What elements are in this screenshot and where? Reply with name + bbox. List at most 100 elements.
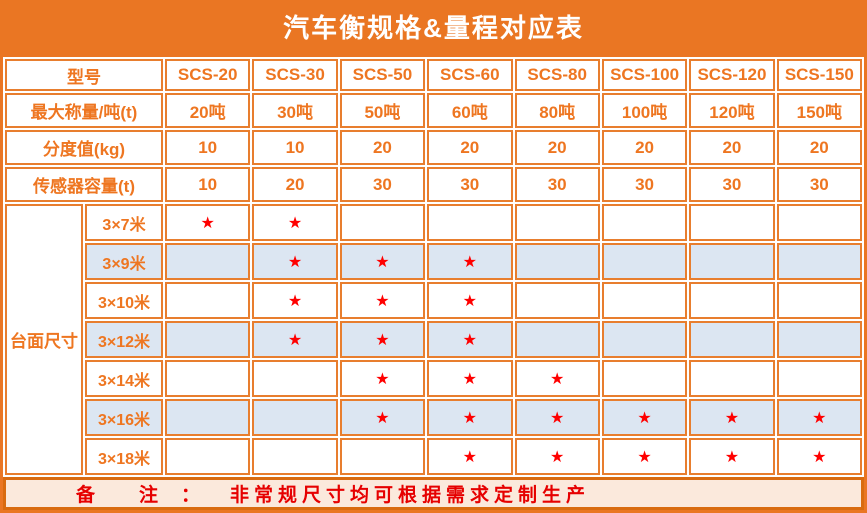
value-cell: 10: [165, 130, 251, 165]
star-cell: [339, 204, 426, 241]
star-cell: [689, 360, 775, 397]
star-cell: [252, 438, 338, 475]
value-cell: 30: [427, 167, 513, 202]
value-cell: 20: [601, 130, 688, 165]
star-cell: [514, 204, 600, 241]
star-cell: ★: [339, 282, 426, 319]
value-cell: 30: [776, 167, 862, 202]
star-cell: ★: [252, 321, 338, 358]
star-cell: ★: [165, 204, 251, 241]
value-cell: 30: [514, 167, 600, 202]
star-cell: ★: [514, 399, 600, 436]
sensor-capacity-row: 传感器容量(t) 10 20 30 30 30 30 30 30: [5, 167, 862, 202]
star-cell: ★: [427, 282, 513, 319]
size-label: 3×12米: [85, 321, 163, 358]
star-cell: ★: [252, 243, 338, 280]
star-cell: [165, 438, 251, 475]
spec-table: 型号 SCS-20 SCS-30 SCS-50 SCS-60 SCS-80 SC…: [3, 57, 864, 477]
value-cell: 60吨: [427, 93, 513, 128]
division-value-row: 分度值(kg) 10 10 20 20 20 20 20 20: [5, 130, 862, 165]
value-cell: 10: [165, 167, 251, 202]
star-cell: [776, 243, 862, 280]
platform-row-3x16: 3×16米 ★ ★ ★ ★ ★ ★: [5, 399, 862, 436]
platform-group-label: 台面尺寸: [5, 204, 83, 475]
star-cell: ★: [427, 438, 513, 475]
star-cell: [689, 282, 775, 319]
value-cell: 80吨: [514, 93, 600, 128]
size-label: 3×18米: [85, 438, 163, 475]
star-cell: [165, 243, 251, 280]
value-cell: 20: [776, 130, 862, 165]
star-cell: [339, 438, 426, 475]
platform-row-3x10: 3×10米 ★ ★ ★: [5, 282, 862, 319]
row-label: 最大称量/吨(t): [5, 93, 163, 128]
star-cell: ★: [514, 438, 600, 475]
star-cell: [165, 282, 251, 319]
star-cell: ★: [776, 399, 862, 436]
star-cell: ★: [339, 399, 426, 436]
value-cell: 100吨: [601, 93, 688, 128]
star-cell: [776, 282, 862, 319]
value-cell: 20: [252, 167, 338, 202]
value-cell: 20: [339, 130, 426, 165]
star-cell: [252, 360, 338, 397]
size-label: 3×14米: [85, 360, 163, 397]
platform-row-3x14: 3×14米 ★ ★ ★: [5, 360, 862, 397]
model-header-cell: SCS-80: [514, 59, 600, 91]
model-header-cell: SCS-100: [601, 59, 688, 91]
size-label: 3×9米: [85, 243, 163, 280]
size-label: 3×10米: [85, 282, 163, 319]
star-cell: ★: [339, 360, 426, 397]
size-label: 3×16米: [85, 399, 163, 436]
star-cell: ★: [601, 399, 688, 436]
star-cell: [514, 321, 600, 358]
model-header-cell: SCS-150: [776, 59, 862, 91]
star-cell: ★: [252, 282, 338, 319]
value-cell: 30: [689, 167, 775, 202]
star-cell: ★: [252, 204, 338, 241]
max-weighing-row: 最大称量/吨(t) 20吨 30吨 50吨 60吨 80吨 100吨 120吨 …: [5, 93, 862, 128]
star-cell: [776, 360, 862, 397]
model-header-row: 型号 SCS-20 SCS-30 SCS-50 SCS-60 SCS-80 SC…: [5, 59, 862, 91]
star-cell: [252, 399, 338, 436]
star-cell: [165, 360, 251, 397]
value-cell: 20吨: [165, 93, 251, 128]
star-cell: [165, 321, 251, 358]
value-cell: 50吨: [339, 93, 426, 128]
star-cell: [601, 243, 688, 280]
size-label: 3×7米: [85, 204, 163, 241]
star-cell: ★: [776, 438, 862, 475]
value-cell: 20: [689, 130, 775, 165]
value-cell: 30: [601, 167, 688, 202]
star-cell: [601, 282, 688, 319]
star-cell: ★: [601, 438, 688, 475]
page-title: 汽车衡规格&量程对应表: [0, 0, 867, 57]
star-cell: ★: [689, 438, 775, 475]
star-cell: ★: [514, 360, 600, 397]
model-header-cell: SCS-60: [427, 59, 513, 91]
model-header-cell: SCS-30: [252, 59, 338, 91]
model-header-cell: SCS-120: [689, 59, 775, 91]
star-cell: [689, 204, 775, 241]
value-cell: 20: [514, 130, 600, 165]
star-cell: [601, 204, 688, 241]
star-cell: ★: [689, 399, 775, 436]
star-cell: [776, 321, 862, 358]
star-cell: [776, 204, 862, 241]
value-cell: 150吨: [776, 93, 862, 128]
platform-row-3x7: 台面尺寸 3×7米 ★ ★: [5, 204, 862, 475]
star-cell: [165, 399, 251, 436]
star-cell: ★: [427, 243, 513, 280]
value-cell: 120吨: [689, 93, 775, 128]
star-cell: ★: [339, 321, 426, 358]
star-cell: [689, 243, 775, 280]
star-cell: ★: [427, 399, 513, 436]
star-cell: [601, 360, 688, 397]
star-cell: ★: [427, 321, 513, 358]
value-cell: 10: [252, 130, 338, 165]
value-cell: 30吨: [252, 93, 338, 128]
star-cell: [427, 204, 513, 241]
platform-row-3x9: 3×9米 ★ ★ ★: [5, 243, 862, 280]
star-cell: [689, 321, 775, 358]
platform-row-3x12: 3×12米 ★ ★ ★: [5, 321, 862, 358]
